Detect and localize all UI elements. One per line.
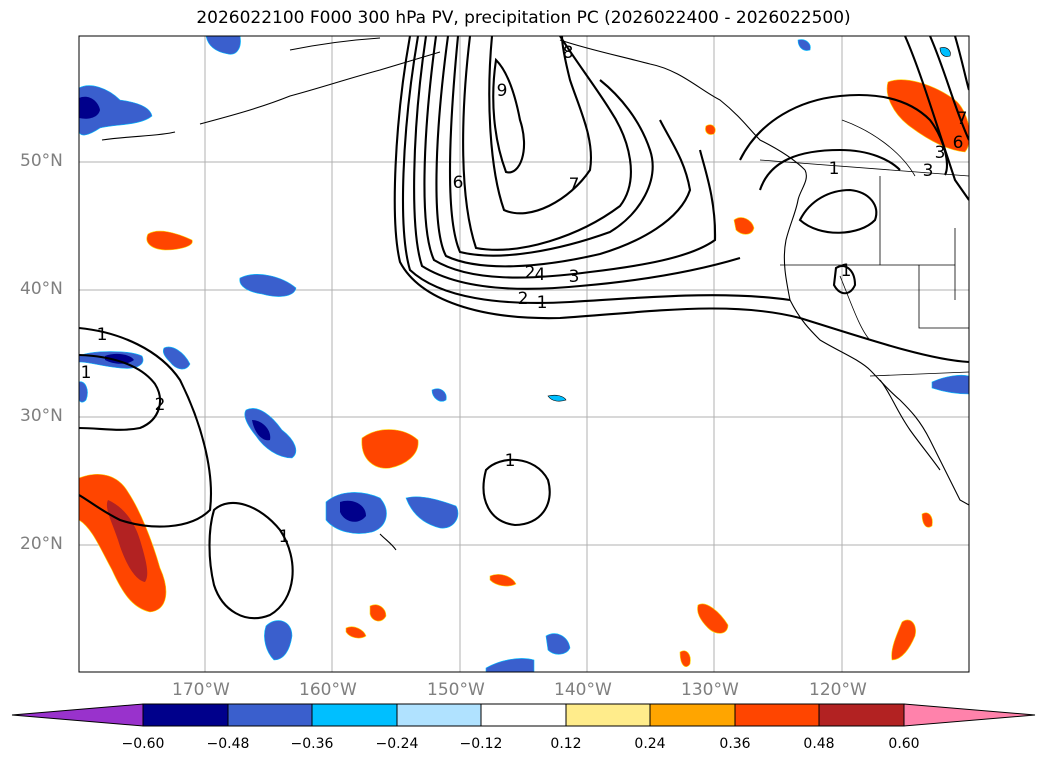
colorbar [11, 703, 1036, 727]
lat-label: 50°N [20, 151, 63, 171]
contour-label: 2 [155, 395, 166, 415]
map-frame [78, 35, 970, 673]
contour-label: 6 [953, 133, 964, 153]
precip-area [891, 619, 916, 661]
colorbar-tick-label: 0.12 [550, 736, 582, 752]
colorbar-segment [818, 703, 905, 727]
precip-area [105, 353, 134, 364]
coastlines [101, 37, 969, 551]
colorbar-tick-label: −0.48 [206, 736, 250, 752]
colorbar-segment [142, 703, 229, 727]
precip-area [79, 85, 153, 136]
precip-fill-areas [79, 36, 969, 672]
contour-label: 1 [97, 325, 108, 345]
contour-label: 7 [569, 175, 580, 195]
colorbar-segment [480, 703, 567, 727]
contour-label: 8 [563, 43, 574, 63]
precip-area [340, 500, 366, 522]
precip-area [733, 217, 755, 235]
colorbar-segment [227, 703, 313, 727]
lon-label: 120°W [809, 680, 867, 700]
precip-area [239, 274, 297, 297]
lon-label: 150°W [427, 680, 485, 700]
colorbar-segment [649, 703, 736, 727]
precip-area [931, 374, 969, 395]
precip-area [405, 496, 459, 529]
precip-area [921, 512, 933, 528]
contour-label: 4 [535, 265, 546, 285]
precip-area [939, 47, 951, 57]
lon-label: 140°W [554, 680, 612, 700]
precip-area [162, 346, 191, 370]
colorbar-segment [734, 703, 820, 727]
lat-label: 20°N [20, 534, 63, 554]
colorbar-tick-label: 0.48 [803, 736, 835, 752]
precip-area [705, 124, 716, 135]
contour-label: 1 [279, 527, 290, 547]
precip-area [252, 420, 271, 441]
precip-area [679, 650, 691, 667]
gridlines [79, 36, 969, 672]
contour-label: 3 [923, 161, 934, 181]
precip-area [886, 79, 969, 153]
lat-label: 40°N [20, 279, 63, 299]
contour-label: 2 [525, 263, 536, 283]
precip-area [79, 381, 88, 403]
precip-area [79, 96, 100, 119]
colorbar-segment [396, 703, 482, 727]
colorbar-tick-label: −0.24 [375, 736, 419, 752]
contour-label: 2 [518, 289, 529, 309]
contour-label: 1 [537, 293, 548, 313]
precip-area [697, 603, 729, 634]
precip-area [489, 574, 517, 587]
colorbar-segment [311, 703, 398, 727]
precip-area [361, 429, 419, 469]
colorbar-tick-label: −0.60 [121, 736, 165, 752]
lon-label: 170°W [172, 680, 230, 700]
contour-label: 7 [957, 109, 968, 129]
colorbar-tick-label: 0.36 [719, 736, 751, 752]
precip-area [244, 408, 297, 459]
precip-area [431, 388, 447, 402]
lon-label: 160°W [299, 680, 357, 700]
precip-area [345, 626, 367, 639]
precip-area [369, 604, 387, 622]
lat-label: 30°N [20, 406, 63, 426]
precip-area [205, 36, 241, 55]
contour-label: 1 [841, 261, 852, 281]
contour-label: 9 [497, 81, 508, 101]
contour-label: 3 [935, 143, 946, 163]
contour-label: 3 [569, 267, 580, 287]
lon-label: 130°W [681, 680, 739, 700]
contour-label: 1 [81, 363, 92, 383]
figure-title: 2026022100 F000 300 hPa PV, precipitatio… [196, 8, 851, 28]
contour-label: 6 [453, 173, 464, 193]
colorbar-segment [565, 703, 651, 727]
borders [759, 119, 969, 377]
precip-area [545, 633, 571, 655]
precip-area [264, 620, 293, 661]
colorbar-tick-label: −0.12 [459, 736, 503, 752]
precip-area [485, 658, 535, 672]
contour-label: 1 [829, 159, 840, 179]
precip-area [547, 394, 567, 402]
colorbar-tick-label: 0.24 [634, 736, 666, 752]
colorbar-tick-label: 0.60 [888, 736, 920, 752]
precip-area [797, 39, 811, 51]
colorbar-tick-label: −0.36 [290, 736, 334, 752]
colorbar-extend-left [11, 703, 144, 727]
contour-labels: 1 1 2 2 1 1 1 3 2 4 1 2 3 6 7 8 9 1 1 3 … [81, 43, 968, 547]
precip-area [106, 500, 148, 582]
colorbar-extend-right [903, 703, 1036, 727]
precip-area [146, 230, 193, 251]
pv-contours [79, 36, 969, 620]
contour-label: 1 [505, 451, 516, 471]
